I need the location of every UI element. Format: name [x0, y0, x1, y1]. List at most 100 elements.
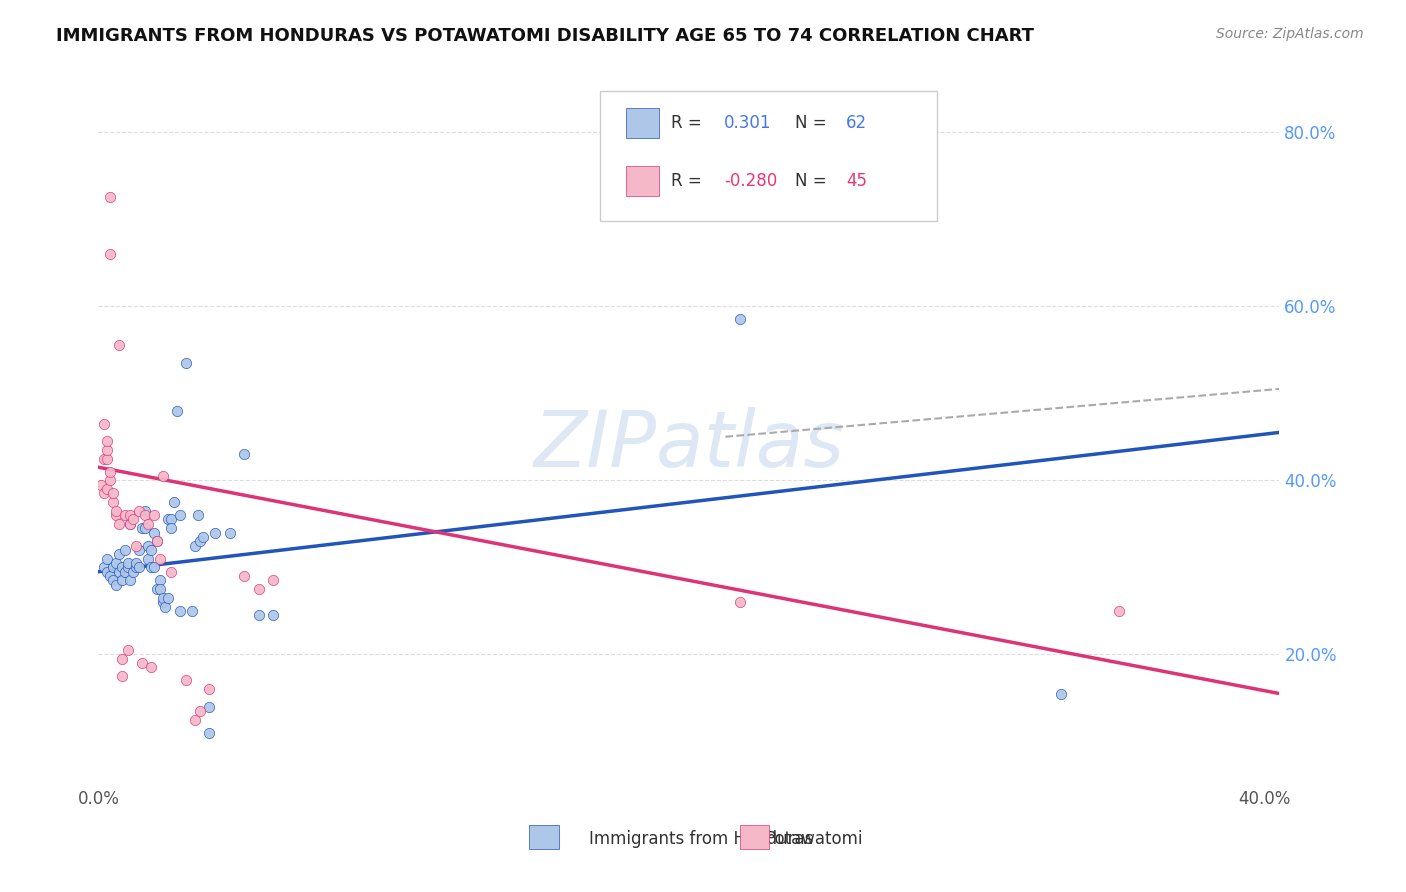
Point [96, 565, 118, 579]
Point [139, 560, 162, 574]
Point [145, 534, 167, 549]
Point [134, 504, 156, 518]
Point [122, 512, 145, 526]
Point [104, 508, 127, 522]
Point [96, 451, 118, 466]
Point [101, 560, 124, 574]
Point [111, 651, 134, 665]
Point [1049, 687, 1071, 701]
Point [136, 551, 159, 566]
Point [120, 508, 142, 522]
Point [174, 356, 197, 370]
Text: Source: ZipAtlas.com: Source: ZipAtlas.com [1216, 27, 1364, 41]
Point [169, 508, 191, 522]
Point [218, 525, 240, 540]
Point [104, 578, 127, 592]
Point [108, 565, 131, 579]
Point [104, 504, 127, 518]
Point [114, 565, 136, 579]
Point [152, 591, 174, 605]
Point [96, 434, 118, 449]
Text: ZIPatlas: ZIPatlas [533, 408, 845, 483]
Point [183, 539, 205, 553]
Point [190, 704, 212, 718]
Point [145, 534, 167, 549]
Text: R =: R = [671, 114, 707, 132]
Text: 45: 45 [846, 172, 868, 190]
FancyBboxPatch shape [530, 825, 560, 848]
Text: Immigrants from Honduras: Immigrants from Honduras [589, 830, 813, 848]
Point [193, 530, 215, 544]
Point [93, 451, 115, 466]
Point [114, 543, 136, 558]
Point [149, 551, 172, 566]
Point [1108, 604, 1130, 618]
Point [120, 516, 142, 531]
Point [169, 604, 191, 618]
Point [131, 656, 153, 670]
Point [155, 599, 177, 614]
Point [187, 508, 209, 522]
Point [152, 469, 174, 483]
Point [108, 338, 131, 352]
Point [142, 508, 165, 522]
Text: R =: R = [671, 172, 707, 190]
Point [125, 539, 148, 553]
Point [204, 525, 226, 540]
Point [104, 556, 127, 570]
Point [247, 582, 270, 596]
Point [163, 495, 186, 509]
Text: N =: N = [796, 114, 832, 132]
Point [98, 190, 121, 204]
Point [125, 560, 148, 574]
Point [122, 565, 145, 579]
Point [93, 560, 115, 574]
Point [108, 516, 131, 531]
Point [166, 403, 188, 417]
FancyBboxPatch shape [600, 91, 936, 221]
Point [142, 560, 165, 574]
Point [98, 569, 121, 583]
Point [180, 604, 202, 618]
Point [131, 521, 153, 535]
Point [157, 512, 180, 526]
Point [139, 543, 162, 558]
Point [142, 525, 165, 540]
Point [117, 643, 139, 657]
Point [728, 595, 751, 609]
Point [96, 551, 118, 566]
Text: IMMIGRANTS FROM HONDURAS VS POTAWATOMI DISABILITY AGE 65 TO 74 CORRELATION CHART: IMMIGRANTS FROM HONDURAS VS POTAWATOMI D… [56, 27, 1035, 45]
Point [198, 682, 221, 697]
Point [198, 699, 221, 714]
Text: -0.280: -0.280 [724, 172, 778, 190]
Point [183, 713, 205, 727]
Point [96, 442, 118, 457]
Point [120, 516, 142, 531]
Point [262, 608, 284, 623]
Point [128, 504, 150, 518]
Point [190, 534, 212, 549]
Point [111, 560, 134, 574]
Point [98, 247, 121, 261]
Point [120, 574, 142, 588]
Text: N =: N = [796, 172, 832, 190]
Point [128, 543, 150, 558]
Point [198, 725, 221, 739]
Point [152, 595, 174, 609]
Point [149, 582, 172, 596]
Point [108, 547, 131, 561]
Point [136, 539, 159, 553]
Point [101, 574, 124, 588]
Point [157, 591, 180, 605]
Point [98, 465, 121, 479]
Point [262, 574, 284, 588]
Point [128, 560, 150, 574]
Point [149, 574, 172, 588]
Point [117, 556, 139, 570]
Point [174, 673, 197, 688]
Point [101, 495, 124, 509]
Point [111, 574, 134, 588]
Point [93, 417, 115, 431]
FancyBboxPatch shape [626, 108, 659, 138]
Point [728, 312, 751, 326]
